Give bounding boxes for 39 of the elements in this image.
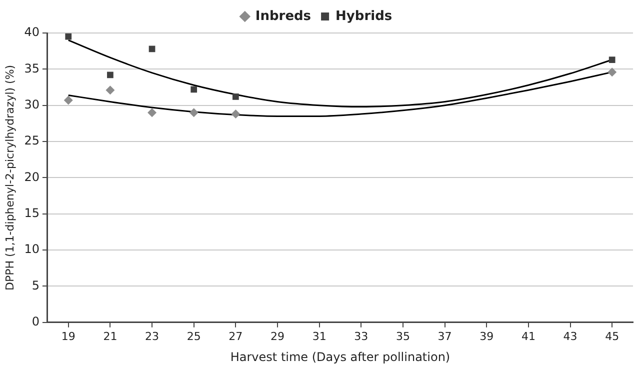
y-axis-title: DPPH (1,1-diphenyl-2-picrylhydrazyl) (%) <box>3 64 16 290</box>
y-tick-label: 40 <box>24 25 40 40</box>
x-tick-label: 35 <box>396 330 410 343</box>
point <box>189 108 198 118</box>
point <box>190 86 198 93</box>
y-tick-label: 10 <box>24 242 40 256</box>
x-tick-label: 37 <box>438 330 452 343</box>
legend-label: Hybrids <box>336 8 392 24</box>
y-tick-label: 35 <box>24 61 40 76</box>
point <box>148 108 157 118</box>
point <box>608 56 616 63</box>
point <box>65 33 72 40</box>
x-axis-title: Harvest time (Days after pollination) <box>230 350 450 364</box>
x-tick-label: 21 <box>103 330 118 343</box>
x-tick-label: 29 <box>270 330 284 343</box>
point <box>64 96 73 105</box>
y-tick-label: 20 <box>24 170 40 184</box>
x-tick-label: 43 <box>563 330 578 343</box>
x-tick-label: 39 <box>480 330 494 343</box>
x-tick-label: 25 <box>186 330 201 343</box>
legend-label: Inbreds <box>255 8 312 24</box>
y-tick-label: 5 <box>32 278 40 292</box>
point <box>608 68 617 77</box>
x-tick-label: 31 <box>312 330 326 343</box>
point <box>148 46 156 52</box>
y-tick-label: 25 <box>24 134 40 148</box>
x-tick-label: 23 <box>145 330 160 343</box>
y-tick-label: 30 <box>24 97 40 112</box>
x-tick-label: 41 <box>521 330 536 343</box>
y-tick-label: 15 <box>24 206 40 220</box>
point <box>106 86 115 95</box>
point <box>107 72 114 78</box>
x-tick-label: 45 <box>605 330 620 343</box>
x-tick-label: 19 <box>61 330 76 343</box>
point <box>231 110 240 119</box>
point <box>232 93 239 100</box>
y-tick-label: 0 <box>32 314 40 329</box>
x-tick-label: 33 <box>354 330 368 343</box>
x-tick-label: 27 <box>228 330 243 343</box>
